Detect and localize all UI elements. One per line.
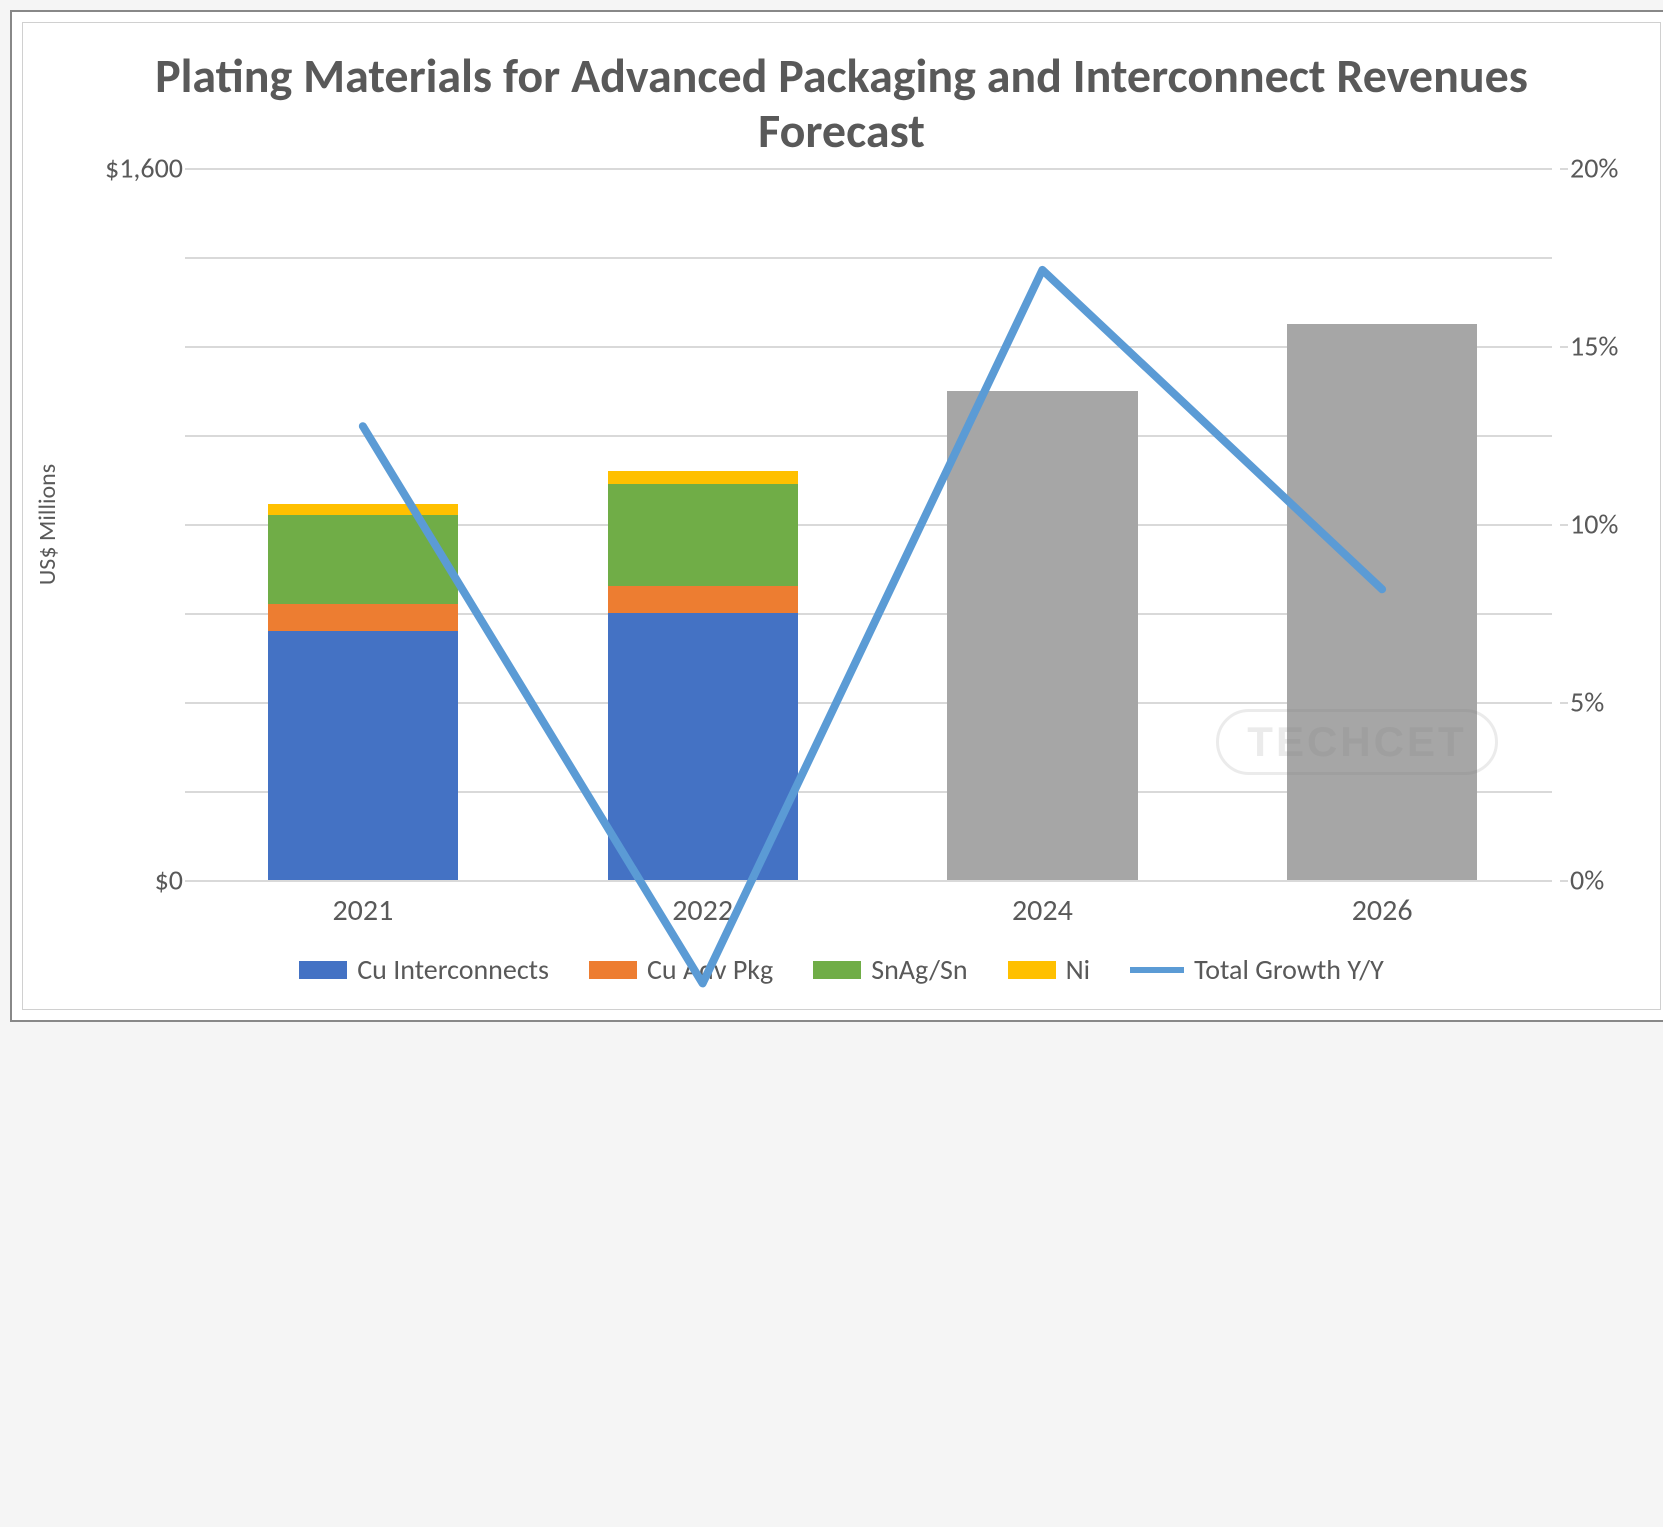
y-axis-left-label: US$ Millions: [34, 464, 63, 585]
tickmark: [185, 791, 193, 793]
y-tick-right-label: 20%: [1570, 151, 1618, 186]
tickmark: [1560, 168, 1568, 170]
y-tick-left-label: $1,600: [105, 151, 183, 186]
tickmark: [185, 346, 193, 348]
tickmark: [185, 435, 193, 437]
y-tick-right-label: 15%: [1570, 329, 1618, 364]
y-tick-left-label: $0: [155, 863, 183, 898]
tickmark: [185, 524, 193, 526]
tickmark: [1560, 880, 1568, 882]
tickmark: [185, 168, 193, 170]
line-layer: [193, 168, 1552, 1527]
y-axis-left-label-container: US$ Millions: [23, 168, 73, 880]
tickmark: [1560, 346, 1568, 348]
tickmark: [1560, 702, 1568, 704]
tickmark: [185, 702, 193, 704]
chart-inner: Plating Materials for Advanced Packaging…: [22, 22, 1661, 1010]
y-axis-right-ticks: 0%5%10%15%20%: [1560, 168, 1660, 880]
chart-title: Plating Materials for Advanced Packaging…: [23, 23, 1660, 168]
plot-wrapper: US$ Millions $0$1,600 TECHCET 0%5%10%15%…: [23, 168, 1660, 880]
plot-area: TECHCET: [193, 168, 1552, 880]
y-tick-right-label: 5%: [1570, 685, 1604, 720]
y-tick-right-label: 0%: [1570, 863, 1604, 898]
y-axis-left-ticks: $0$1,600: [73, 168, 193, 880]
tickmark: [185, 257, 193, 259]
chart-container: Plating Materials for Advanced Packaging…: [10, 10, 1663, 1022]
y-tick-right-label: 10%: [1570, 507, 1618, 542]
growth-line: [363, 270, 1382, 983]
tickmark: [1560, 524, 1568, 526]
tickmark: [185, 613, 193, 615]
tickmark: [185, 880, 193, 882]
watermark-logo: TECHCET: [1216, 709, 1497, 775]
